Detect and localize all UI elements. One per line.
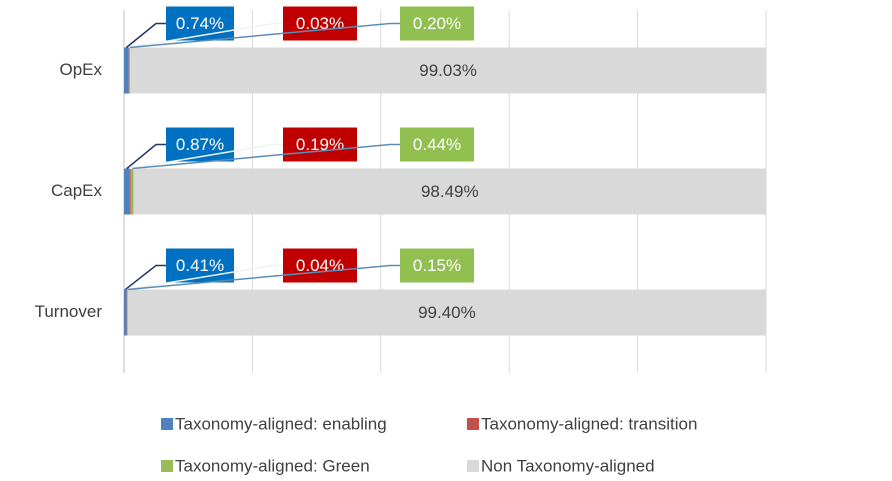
leader-line — [127, 264, 400, 291]
callout-box — [283, 248, 357, 283]
data-label: 0.74% — [176, 14, 224, 33]
leader-line — [132, 143, 400, 170]
category-label: Turnover — [35, 302, 103, 321]
leader-line — [128, 22, 283, 49]
data-label: 99.03% — [419, 61, 477, 80]
data-label: 98.49% — [421, 182, 479, 201]
callout-box — [283, 127, 357, 162]
callout-box — [283, 6, 357, 41]
callout-box — [400, 127, 474, 162]
legend-swatch — [467, 418, 479, 430]
data-label: 0.41% — [176, 256, 224, 275]
legend-label: Taxonomy-aligned: enabling — [175, 414, 387, 433]
callout-box — [166, 6, 234, 41]
bar-segment — [126, 289, 128, 336]
bar-segment — [129, 168, 131, 215]
bar-segment — [124, 289, 127, 336]
data-label: 0.15% — [413, 256, 461, 275]
data-label: 0.44% — [413, 135, 461, 154]
data-label: 0.20% — [413, 14, 461, 33]
legend-label: Taxonomy-aligned: Green — [175, 456, 370, 475]
leader-line — [129, 22, 400, 49]
bar-segment — [126, 289, 128, 336]
category-label: OpEx — [59, 60, 102, 79]
bar-segment — [128, 47, 131, 94]
bar-segment — [124, 47, 129, 94]
bar-segment — [133, 168, 766, 215]
legend-swatch — [161, 460, 173, 472]
data-label: 99.40% — [418, 303, 476, 322]
bar-segment — [130, 168, 134, 215]
leader-line — [125, 22, 166, 49]
legend-label: Taxonomy-aligned: transition — [481, 414, 697, 433]
bar-segment — [124, 168, 130, 215]
callout-box — [400, 6, 474, 41]
data-label: 0.87% — [176, 135, 224, 154]
callout-box — [166, 127, 234, 162]
leader-line — [126, 143, 166, 170]
legend-swatch — [467, 460, 479, 472]
category-label: CapEx — [51, 181, 103, 200]
legend-label: Non Taxonomy-aligned — [481, 456, 655, 475]
legend-swatch — [161, 418, 173, 430]
leader-line — [126, 264, 283, 291]
bar-segment — [127, 289, 767, 336]
leader-line — [130, 143, 283, 170]
leader-line — [124, 264, 166, 291]
callout-box — [400, 248, 474, 283]
bar-segment — [130, 47, 766, 94]
